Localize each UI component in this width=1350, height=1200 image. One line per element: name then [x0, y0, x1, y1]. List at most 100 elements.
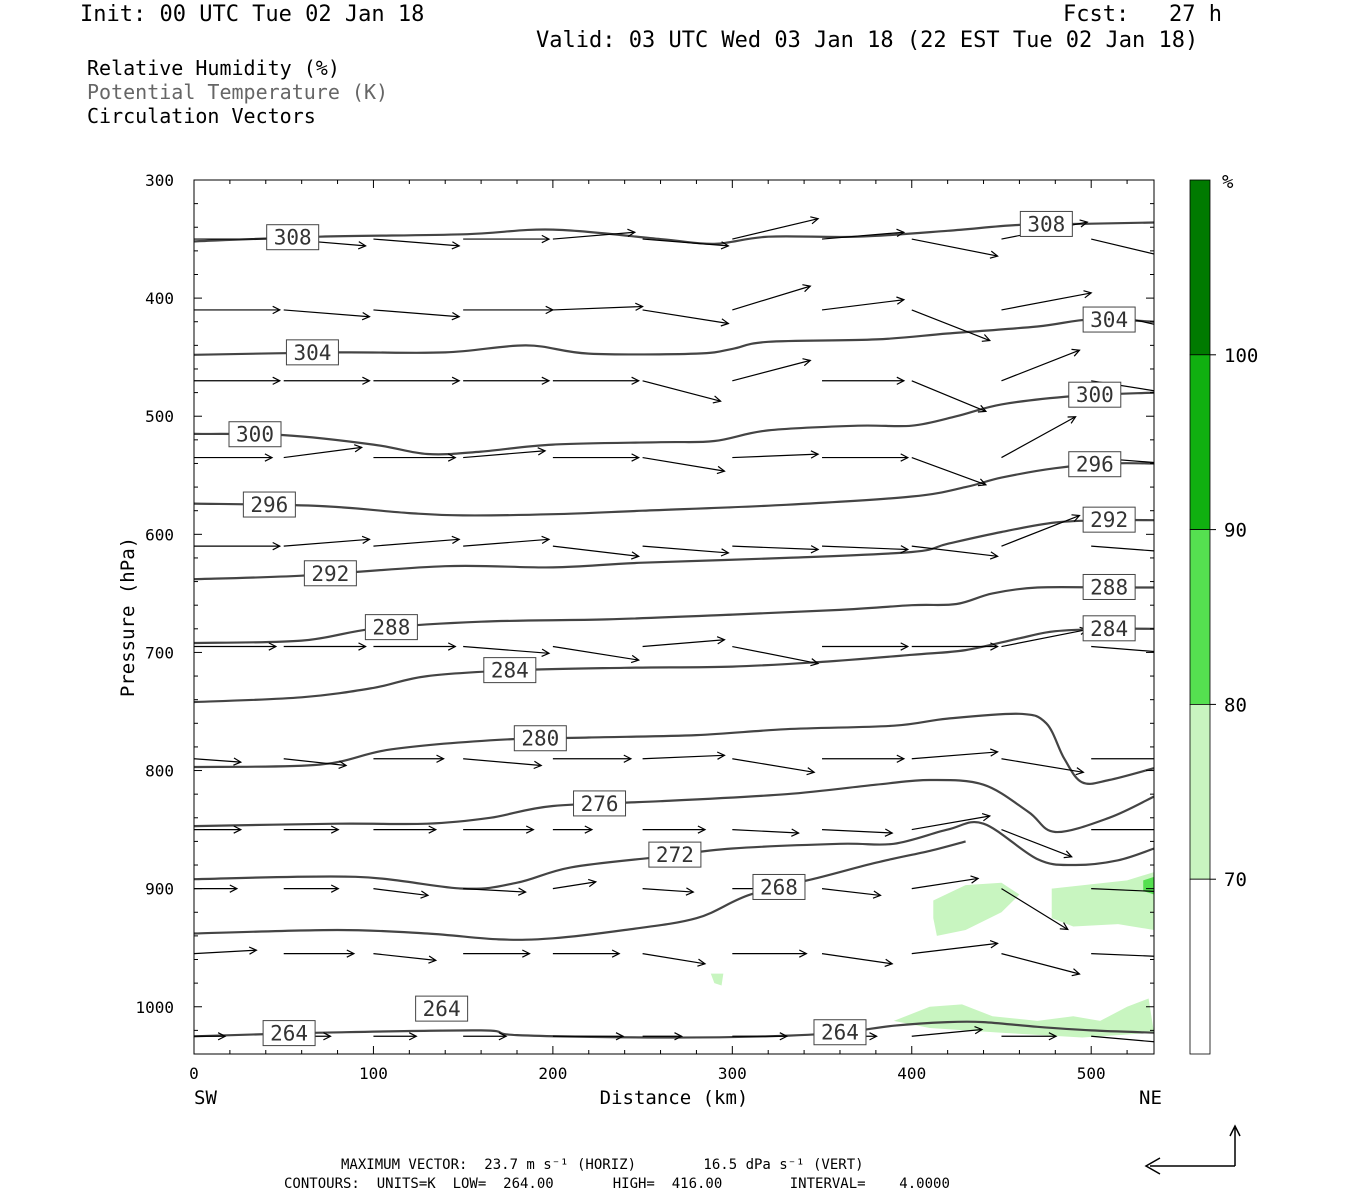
circulation-vector [1091, 953, 1154, 957]
circulation-vector [1001, 888, 1069, 931]
contour-label-304: 304 [1082, 306, 1136, 333]
contour-label-264: 264 [262, 1020, 316, 1047]
init-time-label: Init: 00 UTC Tue 02 Jan 18 [80, 2, 425, 27]
circulation-vector [821, 228, 906, 240]
circulation-vector [552, 949, 621, 958]
circulation-vector [822, 545, 910, 554]
circulation-vector [911, 813, 992, 831]
contour-label-264: 264 [415, 995, 469, 1022]
circulation-vector [373, 309, 461, 321]
circulation-vector [732, 358, 812, 382]
circulation-vector [821, 888, 882, 899]
x-tick-label: 0 [189, 1064, 199, 1083]
circulation-vector [463, 447, 547, 459]
contour-label-264: 264 [813, 1019, 867, 1046]
circulation-vector [1001, 829, 1073, 859]
contour-label-300: 300 [228, 421, 282, 448]
contour-label-284: 284 [1082, 615, 1136, 642]
colorbar-unit-label: % [1222, 171, 1234, 193]
contour-label-308: 308 [266, 224, 320, 251]
circulation-vector [642, 456, 726, 475]
svg-text:272: 272 [656, 843, 694, 867]
svg-text:300: 300 [236, 423, 274, 447]
circulation-vector [1001, 416, 1077, 459]
circulation-vector [911, 238, 999, 259]
theta-contour-layer [194, 221, 1154, 1039]
contour-label-288: 288 [364, 614, 418, 641]
circulation-vector [642, 953, 707, 967]
svg-text:280: 280 [521, 727, 559, 751]
circulation-vector [552, 228, 637, 240]
svg-text:264: 264 [270, 1022, 308, 1046]
circulation-vector [642, 309, 730, 327]
ne-end-label: NE [1139, 1087, 1162, 1109]
circulation-vector [1091, 828, 1154, 831]
rh-region-1 [1051, 872, 1154, 930]
y-tick-label: 1000 [135, 998, 174, 1017]
theta-contour-284 [194, 627, 1154, 704]
circulation-vector [1091, 758, 1154, 760]
circulation-vector [642, 636, 726, 648]
circulation-vector [1091, 645, 1154, 653]
circulation-vector [911, 642, 999, 651]
svg-text:308: 308 [1027, 212, 1065, 236]
circulation-vector [642, 825, 707, 834]
circulation-vector [194, 541, 282, 551]
contour-label-layer: 308 308 304 304 300 300 296 296 292 292 288 288 284 2… [228, 210, 1136, 1047]
contour-label-268: 268 [752, 873, 806, 900]
circulation-vector-layer [194, 216, 1154, 1043]
svg-text:284: 284 [491, 659, 529, 683]
circulation-vector [194, 825, 243, 834]
theta-contour-304 [194, 318, 1154, 356]
colorbar-level-label: 70 [1224, 869, 1247, 891]
circulation-vector [822, 642, 910, 651]
circulation-vector [732, 216, 820, 240]
y-tick-label: 600 [145, 525, 174, 544]
circulation-vector [552, 754, 633, 763]
circulation-vector [463, 825, 535, 834]
circulation-vector [552, 376, 641, 385]
circulation-vector [821, 296, 906, 311]
circulation-vector [1001, 758, 1085, 776]
contour-label-304: 304 [285, 339, 339, 366]
theta-contour-280 [194, 712, 1154, 785]
circulation-vector [552, 825, 594, 834]
circulation-vector [911, 456, 988, 487]
circulation-vector [283, 758, 348, 769]
svg-text:284: 284 [1090, 617, 1128, 641]
circulation-vector [1091, 545, 1154, 552]
circulation-vector [1001, 290, 1093, 311]
field-label-theta: Potential Temperature (K) [87, 80, 389, 104]
rh-region-2 [1143, 876, 1154, 895]
y-axis-title: Pressure (hPa) [117, 537, 139, 697]
y-tick-label: 500 [145, 407, 174, 426]
circulation-vector [1001, 953, 1081, 977]
circulation-vector [732, 1032, 789, 1041]
reference-vector-icon [1144, 1124, 1241, 1175]
svg-text:276: 276 [581, 792, 619, 816]
svg-text:288: 288 [1090, 575, 1128, 599]
rh-region-3 [893, 998, 1154, 1038]
circulation-vector [463, 535, 551, 547]
circulation-vector [373, 642, 457, 651]
contour-label-292: 292 [303, 560, 357, 587]
circulation-vector [373, 376, 461, 385]
svg-text:292: 292 [311, 562, 349, 586]
circulation-vector [911, 875, 980, 890]
valid-time-label: Valid: 03 UTC Wed 03 Jan 18 (22 EST Tue … [536, 28, 1199, 53]
circulation-vector [1001, 348, 1081, 382]
svg-text:264: 264 [821, 1021, 859, 1045]
x-tick-label: 400 [897, 1064, 926, 1083]
circulation-vector [373, 754, 445, 763]
circulation-vector [283, 949, 356, 958]
theta-contour-272 [194, 820, 1154, 890]
axis-layer: 0 100 200 300 400 500 300 400 500 600 700 800 900 100… [135, 171, 1154, 1083]
circulation-vector [1091, 1035, 1154, 1043]
contour-info-note: CONTOURS: UNITS=K LOW= 264.00 HIGH= 416.… [284, 1176, 950, 1192]
y-tick-label: 400 [145, 289, 174, 308]
maximum-vector-note: MAXIMUM VECTOR: 23.7 m s⁻¹ (HORIZ) 16.5 … [341, 1157, 864, 1173]
circulation-vector [911, 748, 999, 760]
rh-region-0 [933, 882, 1020, 936]
circulation-vector [194, 453, 274, 462]
y-tick-label: 700 [145, 643, 174, 662]
